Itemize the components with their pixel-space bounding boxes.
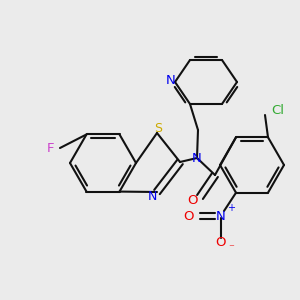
- Text: O: O: [188, 194, 198, 208]
- Text: N: N: [166, 74, 176, 88]
- Text: N: N: [216, 209, 226, 223]
- Text: ⁻: ⁻: [228, 243, 234, 253]
- Text: N: N: [147, 190, 157, 203]
- Text: N: N: [192, 152, 202, 164]
- Text: Cl: Cl: [272, 104, 284, 118]
- Text: O: O: [184, 209, 194, 223]
- Text: O: O: [216, 236, 226, 250]
- Text: +: +: [227, 203, 235, 213]
- Text: F: F: [46, 142, 54, 154]
- Text: S: S: [154, 122, 162, 134]
